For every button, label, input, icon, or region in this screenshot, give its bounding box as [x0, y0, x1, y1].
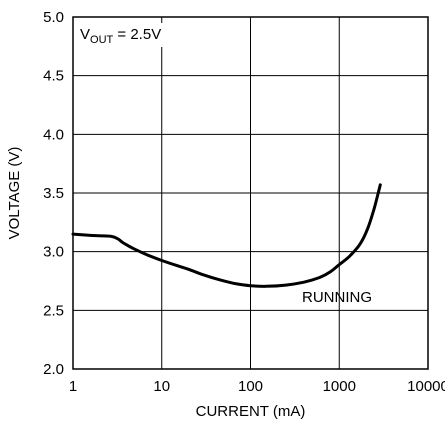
y-tick-label: 4.5 [43, 68, 64, 85]
grid [73, 17, 428, 369]
y-tick-label: 4.0 [43, 126, 64, 143]
x-tick-labels: 1 10 100 1000 10000 [69, 378, 445, 395]
x-tick-label: 10000 [407, 378, 445, 395]
plot-frame [72, 16, 429, 370]
y-tick-labels: 2.0 2.5 3.0 3.5 4.0 4.5 5.0 [43, 9, 64, 378]
vout-prefix: V [80, 26, 90, 43]
y-tick-label: 3.5 [43, 185, 64, 202]
x-axis-title: CURRENT (mA) [196, 403, 306, 420]
vout-annotation-background [76, 23, 164, 47]
y-tick-label: 2.5 [43, 302, 64, 319]
vout-value: = 2.5V [113, 26, 161, 43]
vout-subscript: OUT [90, 34, 114, 46]
x-tick-label: 1000 [323, 378, 356, 395]
series-line-running [71, 183, 382, 288]
x-tick-label: 1 [69, 378, 77, 395]
y-tick-label: 5.0 [43, 9, 64, 26]
vout-annotation: VOUT = 2.5V [80, 26, 161, 46]
y-axis-title: VOLTAGE (V) [6, 147, 23, 240]
y-tick-label: 3.0 [43, 244, 64, 261]
x-tick-label: 100 [238, 378, 263, 395]
y-tick-label: 2.0 [43, 361, 64, 378]
x-tick-label: 10 [153, 378, 170, 395]
series-label-running: RUNNING [302, 289, 372, 306]
